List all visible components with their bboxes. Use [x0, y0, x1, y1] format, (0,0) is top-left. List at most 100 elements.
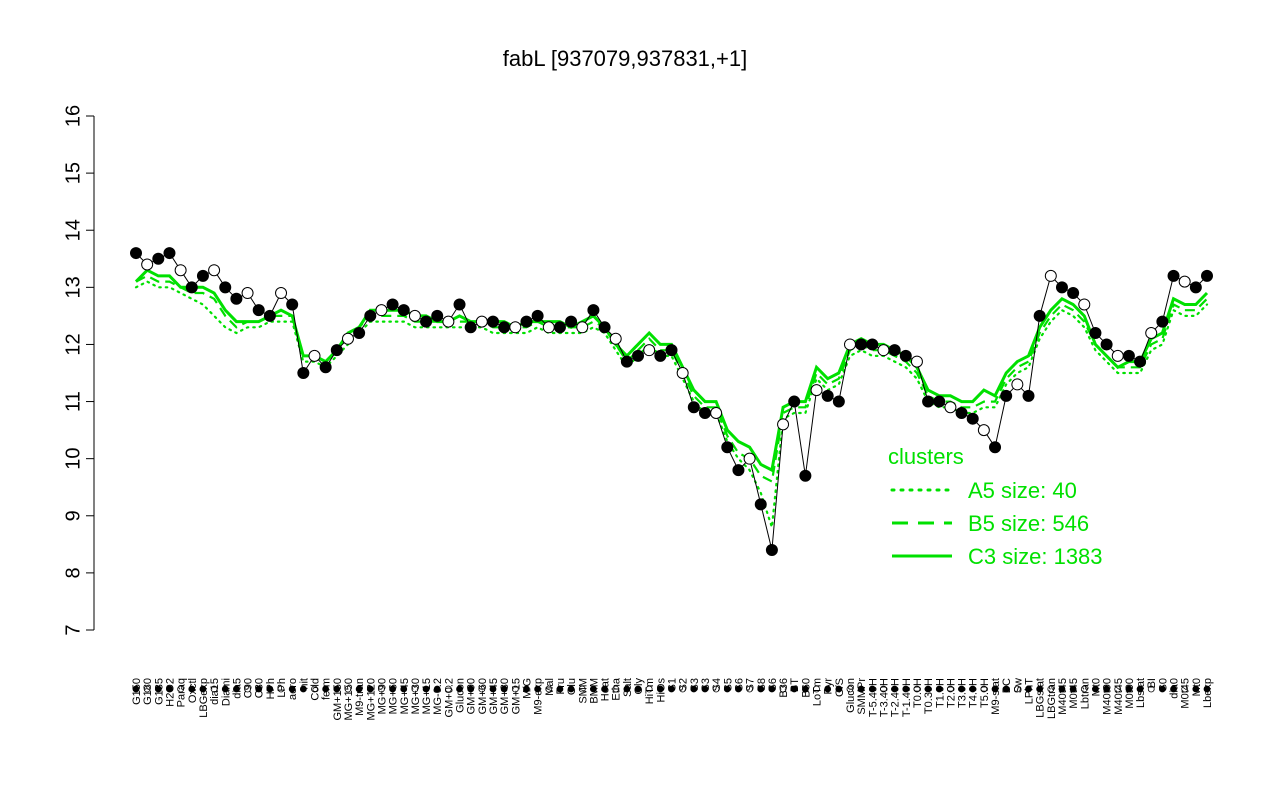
x-tick-label: Cold	[310, 678, 322, 701]
x-tick-label: T5.0H	[979, 678, 991, 708]
data-point	[565, 315, 578, 328]
x-tick-label: LBGexp	[198, 678, 210, 718]
x-tick-label: Mal	[544, 678, 556, 696]
x-rug-mark	[902, 685, 910, 693]
data-point	[1011, 378, 1024, 391]
x-tick-label: Etha	[611, 677, 623, 701]
x-rug-mark	[1002, 685, 1010, 693]
x-rug-mark	[1158, 685, 1166, 693]
x-tick-label: M9-exp	[533, 678, 545, 715]
x-rug-mark	[679, 685, 687, 693]
data-point	[1078, 298, 1091, 311]
x-rug-mark	[556, 685, 564, 693]
data-point	[955, 406, 968, 419]
data-point	[877, 344, 890, 357]
data-point	[698, 406, 711, 419]
data-point	[832, 395, 845, 408]
x-tick-label: M40t90	[1102, 678, 1114, 715]
y-tick-label: 12	[62, 333, 84, 355]
data-point	[542, 321, 555, 334]
data-point	[408, 309, 421, 322]
x-rug-mark	[221, 685, 229, 693]
x-rug-mark	[1192, 685, 1200, 693]
x-rug-mark	[578, 685, 586, 693]
data-point	[163, 247, 176, 260]
x-rug-mark	[746, 685, 753, 693]
data-point	[152, 252, 165, 265]
data-point	[130, 247, 142, 260]
x-tick-label: HiOs	[655, 678, 667, 703]
x-rug-mark	[456, 685, 463, 693]
y-tick-label: 10	[62, 448, 84, 470]
x-tick-label: SMMPr	[856, 678, 868, 715]
data-point	[196, 269, 209, 282]
x-rug-mark	[266, 685, 274, 693]
x-rug-mark	[489, 685, 497, 693]
x-tick-label: T-3.40H	[878, 678, 890, 717]
data-point	[498, 321, 511, 334]
x-tick-label: MG+150	[343, 678, 355, 721]
x-rug-mark	[757, 685, 765, 693]
x-rug-mark	[1203, 685, 1211, 693]
data-point	[263, 309, 276, 322]
x-tick-label: LBGstat	[1035, 678, 1047, 718]
x-tick-label: HPh	[265, 678, 277, 699]
data-point	[341, 332, 354, 345]
data-point	[1145, 327, 1158, 340]
x-tick-label: M0t45	[1068, 678, 1080, 709]
x-rug-mark	[411, 685, 419, 693]
x-rug-mark	[188, 685, 196, 693]
x-tick-label: MG+90	[376, 678, 388, 714]
data-point	[810, 384, 823, 397]
x-rug-mark	[1013, 685, 1021, 693]
data-point	[319, 361, 332, 374]
data-point	[1089, 327, 1102, 340]
x-tick-label: MG+60	[388, 678, 400, 714]
data-point	[297, 367, 310, 379]
data-point	[788, 395, 801, 408]
x-tick-label: S6	[767, 678, 779, 691]
data-point	[397, 304, 410, 317]
x-tick-label: Mt0	[1191, 678, 1203, 696]
x-rug-mark	[779, 685, 787, 693]
x-tick-label: B60	[800, 678, 812, 698]
data-point	[241, 287, 254, 300]
x-tick-label: BT	[789, 678, 801, 692]
x-rug-mark	[1080, 685, 1088, 693]
x-rug-mark	[1170, 685, 1177, 693]
x-tick-label: T-2.40H	[890, 678, 902, 717]
data-point	[353, 327, 366, 340]
x-tick-label: M40t45	[1113, 678, 1125, 715]
x-tick-label: HiTm	[644, 678, 656, 704]
legend-label-b5: B5 size: 546	[968, 511, 1089, 536]
x-rug-mark	[444, 685, 452, 693]
data-point	[553, 321, 566, 334]
data-point	[487, 315, 499, 328]
data-point	[977, 424, 990, 437]
x-tick-label: dia5	[231, 678, 243, 699]
x-rug-mark	[389, 685, 396, 693]
x-tick-label: aero	[287, 678, 299, 700]
x-tick-label: Fru	[555, 678, 567, 695]
x-tick-label: GM+15	[510, 678, 522, 714]
x-tick-label: dia15	[209, 678, 221, 705]
x-rug-mark	[288, 685, 296, 693]
x-tick-label: Lbexp	[1202, 678, 1214, 708]
legend: clusters A5 size: 40 B5 size: 546 C3 siz…	[888, 444, 1103, 569]
data-point	[888, 344, 901, 357]
x-rug-mark	[768, 685, 776, 693]
data-point	[286, 298, 299, 311]
data-point	[855, 338, 868, 351]
x-rug-mark	[1058, 685, 1066, 693]
x-tick-label: Lbstat	[1135, 678, 1147, 708]
x-rug-mark	[1147, 685, 1155, 693]
x-rug-mark	[880, 685, 887, 693]
x-tick-label: GM+0.2	[443, 678, 455, 717]
x-rug-mark	[668, 685, 675, 693]
x-rug-mark	[311, 685, 318, 693]
x-rug-mark	[835, 685, 843, 693]
x-rug-mark	[1136, 685, 1144, 693]
data-point	[1167, 269, 1180, 282]
data-point	[252, 304, 265, 317]
x-tick-label: LBGtran	[1046, 678, 1058, 719]
